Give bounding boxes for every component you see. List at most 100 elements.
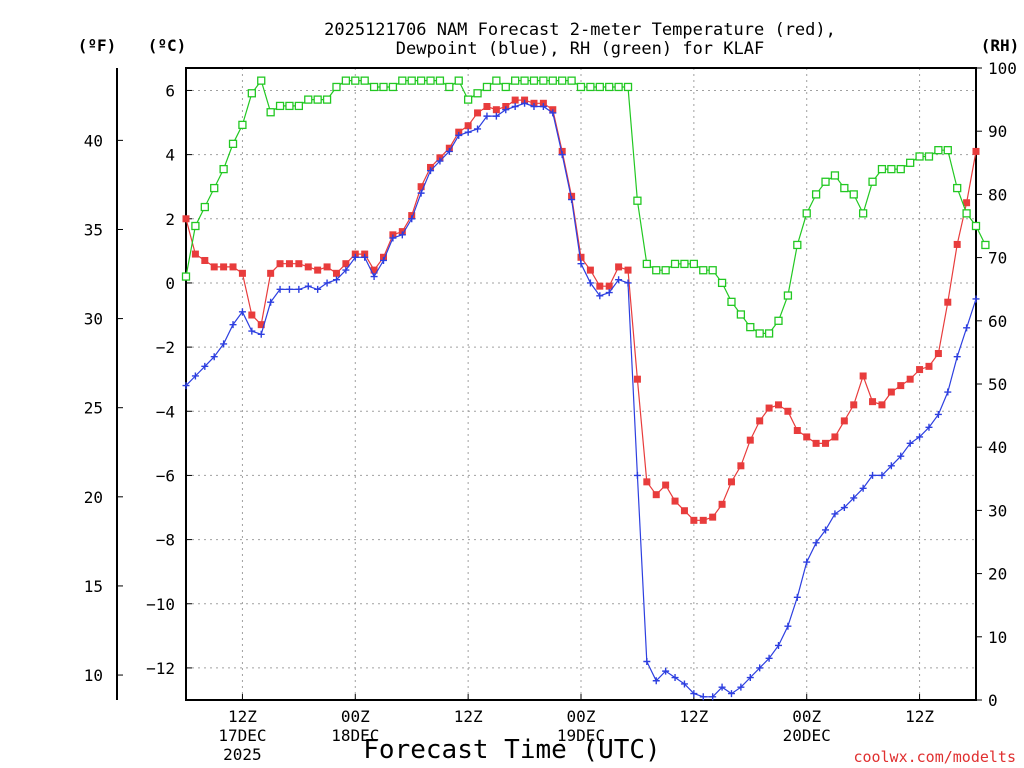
rh-point [642, 259, 651, 269]
dewpoint-point [784, 622, 792, 630]
dewpoint-point [643, 658, 651, 666]
temperature-point [304, 263, 312, 271]
rh-point [943, 146, 952, 155]
rh-point [868, 177, 877, 186]
temperature-point [201, 256, 209, 264]
temperature-point [727, 478, 735, 486]
dewpoint-point [605, 289, 613, 297]
temperature-point [624, 266, 632, 274]
temperature-point [323, 263, 331, 271]
fahrenheit-tick-label: 25 [84, 399, 103, 418]
rh-point [416, 76, 426, 85]
rh-point [379, 82, 388, 92]
dewpoint-point [756, 664, 764, 672]
dewpoint-point [812, 539, 820, 547]
dewpoint-point [417, 189, 425, 197]
rh-point [247, 89, 256, 98]
rh-tick-label: 30 [988, 501, 1007, 520]
date-tick-label: 20DEC [783, 726, 831, 745]
rh-point [764, 329, 774, 338]
dewpoint-point [727, 690, 735, 698]
rh-point [962, 209, 971, 218]
temperature-point [925, 362, 933, 370]
temperature-point [793, 427, 801, 435]
dewpoint-point [803, 558, 811, 566]
temperature-point [944, 298, 952, 306]
dewpoint-point [464, 128, 472, 136]
temperature-point [972, 147, 980, 155]
dewpoint-point [332, 276, 340, 284]
temperature-point [257, 321, 265, 329]
dewpoint-point [972, 295, 980, 303]
temperature-point [220, 263, 228, 271]
rh-point [313, 95, 322, 104]
dewpoint-point [408, 215, 416, 223]
rh-point [576, 82, 586, 92]
temperature-point [643, 478, 651, 486]
dewpoint-point [285, 285, 293, 293]
temperature-point [869, 398, 877, 406]
dewpoint-point [492, 112, 500, 120]
celsius-tick-label: −6 [156, 466, 175, 485]
dewpoint-point [615, 276, 623, 284]
rh-point [181, 272, 191, 281]
dewpoint-point [530, 102, 538, 110]
temperature-point [285, 260, 293, 268]
celsius-tick-label: 0 [165, 274, 175, 293]
x-axis-label: Forecast Time (UTC) [363, 735, 660, 765]
temperature-point [342, 260, 350, 268]
rh-unit-label: (RH) [981, 36, 1020, 55]
dewpoint-point [652, 677, 660, 685]
rh-point [670, 259, 680, 269]
rh-point [755, 329, 764, 338]
temperature-point [812, 439, 820, 447]
temperature-point [191, 250, 199, 258]
temperature-series-line [185, 99, 977, 521]
temperature-point [775, 401, 782, 409]
temperature-point [963, 199, 971, 207]
dewpoint-point [690, 690, 698, 698]
rh-point [586, 82, 595, 92]
dewpoint-point [859, 484, 867, 492]
temperature-point [474, 109, 482, 117]
grid-lines [186, 68, 976, 700]
temperature-point [737, 462, 745, 470]
data-series [181, 76, 990, 701]
temperature-point [850, 401, 858, 409]
chart-title-line-1: 2025121706 NAM Forecast 2-meter Temperat… [324, 20, 836, 40]
temperature-point [680, 507, 688, 515]
temperature-point [370, 266, 378, 274]
rh-point [482, 82, 492, 92]
temperature-point [417, 183, 425, 191]
dewpoint-point [201, 362, 209, 370]
temperature-point [859, 372, 867, 380]
rh-point [811, 190, 821, 199]
dewpoint-point [483, 112, 491, 120]
temperature-point [690, 516, 698, 524]
rh-point [445, 82, 454, 92]
dewpoint-point [229, 321, 237, 329]
rh-point [360, 76, 369, 85]
rh-point [699, 266, 708, 275]
dewpoint-point [624, 279, 632, 287]
rh-point [623, 82, 633, 92]
dewpoint-point [916, 433, 924, 441]
rh-tick-label: 40 [988, 438, 1007, 457]
dewpoint-point [662, 667, 670, 675]
rh-point [369, 82, 379, 92]
dewpoint-point [380, 256, 387, 264]
dewpoint-point [963, 324, 971, 332]
rh-tick-label: 100 [988, 59, 1017, 78]
plot-frame [185, 67, 977, 701]
dewpoint-point [775, 641, 782, 649]
dewpoint-point [568, 196, 576, 204]
celsius-tick-label: −10 [146, 595, 175, 614]
rh-point [614, 82, 623, 92]
temperature-point [822, 439, 830, 447]
celsius-tick-label: −12 [146, 659, 175, 678]
dewpoint-point [398, 231, 406, 239]
rh-point [849, 190, 858, 199]
rh-point [793, 240, 802, 250]
temperature-point [897, 382, 905, 390]
rh-point [501, 82, 510, 92]
